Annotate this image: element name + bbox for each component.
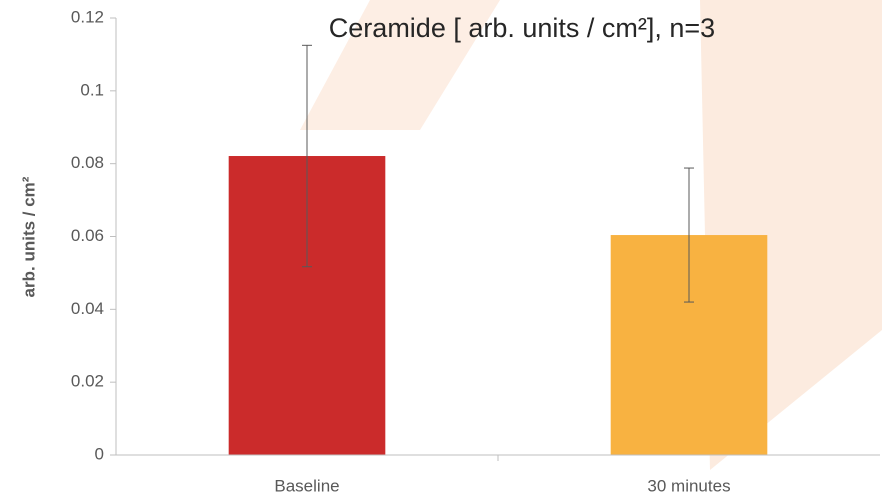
y-tick-label: 0 — [95, 444, 104, 463]
background-stripe — [300, 0, 500, 130]
y-tick-label: 0.06 — [71, 226, 104, 245]
y-tick-label: 0.12 — [71, 7, 104, 26]
y-axis-label: arb. units / cm² — [19, 176, 38, 297]
y-tick-label: 0.04 — [71, 299, 104, 318]
y-tick-label: 0.1 — [80, 80, 104, 99]
x-tick-label: 30 minutes — [647, 476, 730, 495]
x-tick-label: Baseline — [274, 476, 339, 495]
y-tick-label: 0.08 — [71, 153, 104, 172]
chart-title: Ceramide [ arb. units / cm²], n=3 — [329, 13, 715, 43]
y-tick-label: 0.02 — [71, 372, 104, 391]
